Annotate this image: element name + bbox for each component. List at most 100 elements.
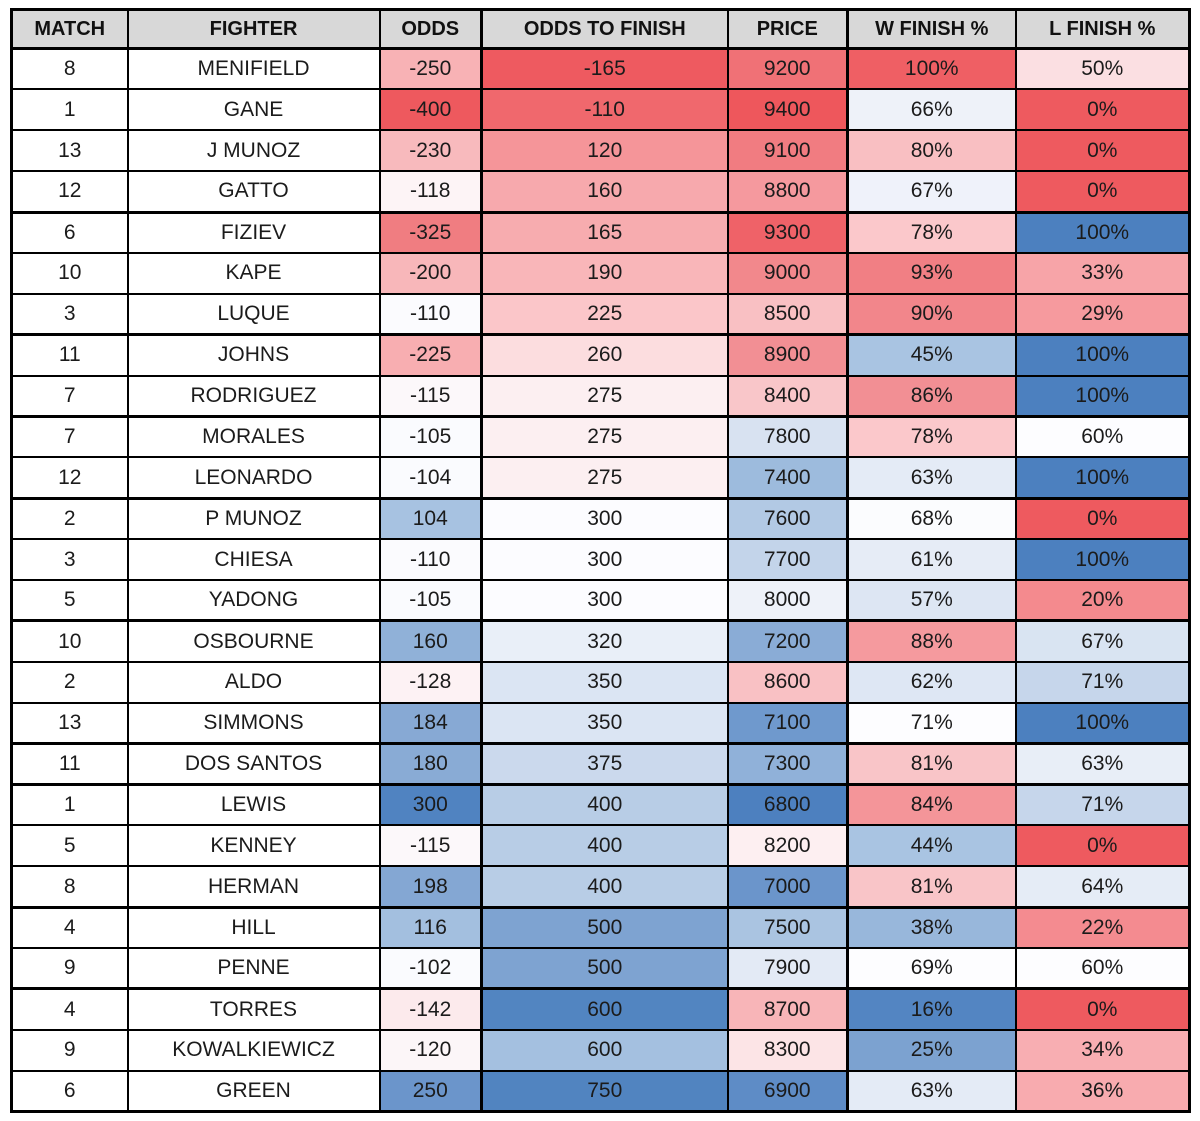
cell-odds-to-finish[interactable]: 260 bbox=[480, 333, 729, 377]
cell-l-finish[interactable]: 100% bbox=[1014, 456, 1191, 500]
cell-odds-to-finish[interactable]: 750 bbox=[480, 1069, 729, 1113]
cell-match[interactable]: 9 bbox=[10, 947, 129, 991]
cell-odds-to-finish[interactable]: 225 bbox=[480, 292, 729, 337]
cell-odds[interactable]: -105 bbox=[378, 579, 483, 623]
cell-match[interactable]: 11 bbox=[10, 333, 129, 377]
cell-odds[interactable]: -250 bbox=[378, 47, 483, 91]
cell-l-finish[interactable]: 60% bbox=[1014, 415, 1191, 459]
cell-l-finish[interactable]: 71% bbox=[1014, 660, 1191, 704]
cell-w-finish[interactable]: 38% bbox=[846, 906, 1017, 950]
cell-price[interactable]: 7000 bbox=[726, 865, 849, 909]
cell-odds-to-finish[interactable]: 350 bbox=[480, 701, 729, 746]
cell-l-finish[interactable]: 0% bbox=[1014, 88, 1191, 132]
cell-odds[interactable]: -118 bbox=[378, 170, 483, 214]
cell-odds-to-finish[interactable]: 600 bbox=[480, 1028, 729, 1072]
cell-price[interactable]: 7300 bbox=[726, 742, 849, 787]
cell-odds-to-finish[interactable]: 275 bbox=[480, 374, 729, 419]
cell-l-finish[interactable]: 20% bbox=[1014, 579, 1191, 623]
cell-match[interactable]: 7 bbox=[10, 415, 129, 459]
cell-w-finish[interactable]: 84% bbox=[846, 783, 1017, 827]
cell-w-finish[interactable]: 86% bbox=[846, 374, 1017, 419]
cell-l-finish[interactable]: 71% bbox=[1014, 783, 1191, 827]
cell-l-finish[interactable]: 0% bbox=[1014, 987, 1191, 1031]
cell-l-finish[interactable]: 100% bbox=[1014, 333, 1191, 377]
cell-odds-to-finish[interactable]: 320 bbox=[480, 619, 729, 663]
cell-price[interactable]: 7100 bbox=[726, 701, 849, 746]
cell-fighter[interactable]: LEWIS bbox=[126, 783, 381, 827]
cell-fighter[interactable]: OSBOURNE bbox=[126, 619, 381, 663]
cell-w-finish[interactable]: 45% bbox=[846, 333, 1017, 377]
cell-match[interactable]: 12 bbox=[10, 170, 129, 214]
cell-odds[interactable]: -200 bbox=[378, 251, 483, 295]
cell-w-finish[interactable]: 80% bbox=[846, 129, 1017, 173]
cell-fighter[interactable]: KENNEY bbox=[126, 824, 381, 868]
cell-fighter[interactable]: ALDO bbox=[126, 660, 381, 704]
cell-odds[interactable]: 160 bbox=[378, 619, 483, 663]
cell-l-finish[interactable]: 0% bbox=[1014, 497, 1191, 541]
cell-fighter[interactable]: GANE bbox=[126, 88, 381, 132]
cell-fighter[interactable]: HILL bbox=[126, 906, 381, 950]
cell-w-finish[interactable]: 66% bbox=[846, 88, 1017, 132]
cell-fighter[interactable]: FIZIEV bbox=[126, 211, 381, 254]
cell-odds[interactable]: -110 bbox=[378, 538, 483, 582]
cell-odds[interactable]: -325 bbox=[378, 211, 483, 254]
cell-odds-to-finish[interactable]: 375 bbox=[480, 742, 729, 787]
cell-fighter[interactable]: DOS SANTOS bbox=[126, 742, 381, 787]
cell-w-finish[interactable]: 78% bbox=[846, 415, 1017, 459]
cell-odds[interactable]: -120 bbox=[378, 1028, 483, 1072]
cell-l-finish[interactable]: 29% bbox=[1014, 292, 1191, 337]
cell-price[interactable]: 6900 bbox=[726, 1069, 849, 1113]
cell-l-finish[interactable]: 100% bbox=[1014, 538, 1191, 582]
cell-w-finish[interactable]: 69% bbox=[846, 947, 1017, 991]
cell-fighter[interactable]: JOHNS bbox=[126, 333, 381, 377]
cell-l-finish[interactable]: 36% bbox=[1014, 1069, 1191, 1113]
cell-match[interactable]: 5 bbox=[10, 824, 129, 868]
cell-odds[interactable]: 104 bbox=[378, 497, 483, 541]
cell-price[interactable]: 8800 bbox=[726, 170, 849, 214]
cell-price[interactable]: 8500 bbox=[726, 292, 849, 337]
cell-w-finish[interactable]: 67% bbox=[846, 170, 1017, 214]
cell-odds[interactable]: 180 bbox=[378, 742, 483, 787]
cell-l-finish[interactable]: 64% bbox=[1014, 865, 1191, 909]
cell-fighter[interactable]: LEONARDO bbox=[126, 456, 381, 500]
cell-price[interactable]: 9400 bbox=[726, 88, 849, 132]
cell-l-finish[interactable]: 34% bbox=[1014, 1028, 1191, 1072]
cell-odds[interactable]: -225 bbox=[378, 333, 483, 377]
cell-match[interactable]: 11 bbox=[10, 742, 129, 787]
cell-odds[interactable]: -105 bbox=[378, 415, 483, 459]
header-odds-to-finish[interactable]: ODDS TO FINISH bbox=[480, 8, 729, 50]
cell-l-finish[interactable]: 100% bbox=[1014, 211, 1191, 254]
cell-match[interactable]: 6 bbox=[10, 1069, 129, 1113]
cell-odds[interactable]: -104 bbox=[378, 456, 483, 500]
cell-odds-to-finish[interactable]: 300 bbox=[480, 538, 729, 582]
cell-price[interactable]: 7200 bbox=[726, 619, 849, 663]
cell-l-finish[interactable]: 0% bbox=[1014, 170, 1191, 214]
cell-w-finish[interactable]: 44% bbox=[846, 824, 1017, 868]
cell-fighter[interactable]: RODRIGUEZ bbox=[126, 374, 381, 419]
cell-match[interactable]: 4 bbox=[10, 906, 129, 950]
cell-l-finish[interactable]: 100% bbox=[1014, 701, 1191, 746]
cell-w-finish[interactable]: 25% bbox=[846, 1028, 1017, 1072]
cell-odds-to-finish[interactable]: 400 bbox=[480, 824, 729, 868]
cell-price[interactable]: 8400 bbox=[726, 374, 849, 419]
header-l-finish[interactable]: L FINISH % bbox=[1014, 8, 1191, 50]
cell-l-finish[interactable]: 22% bbox=[1014, 906, 1191, 950]
cell-w-finish[interactable]: 93% bbox=[846, 251, 1017, 295]
cell-w-finish[interactable]: 63% bbox=[846, 1069, 1017, 1113]
cell-w-finish[interactable]: 61% bbox=[846, 538, 1017, 582]
cell-odds-to-finish[interactable]: 160 bbox=[480, 170, 729, 214]
cell-w-finish[interactable]: 78% bbox=[846, 211, 1017, 254]
cell-fighter[interactable]: P MUNOZ bbox=[126, 497, 381, 541]
cell-fighter[interactable]: CHIESA bbox=[126, 538, 381, 582]
cell-price[interactable]: 8300 bbox=[726, 1028, 849, 1072]
cell-odds[interactable]: -142 bbox=[378, 987, 483, 1031]
cell-fighter[interactable]: PENNE bbox=[126, 947, 381, 991]
cell-odds[interactable]: -115 bbox=[378, 374, 483, 419]
cell-match[interactable]: 10 bbox=[10, 251, 129, 295]
cell-w-finish[interactable]: 90% bbox=[846, 292, 1017, 337]
cell-l-finish[interactable]: 33% bbox=[1014, 251, 1191, 295]
cell-w-finish[interactable]: 16% bbox=[846, 987, 1017, 1031]
cell-odds-to-finish[interactable]: 350 bbox=[480, 660, 729, 704]
cell-match[interactable]: 7 bbox=[10, 374, 129, 419]
cell-price[interactable]: 8200 bbox=[726, 824, 849, 868]
